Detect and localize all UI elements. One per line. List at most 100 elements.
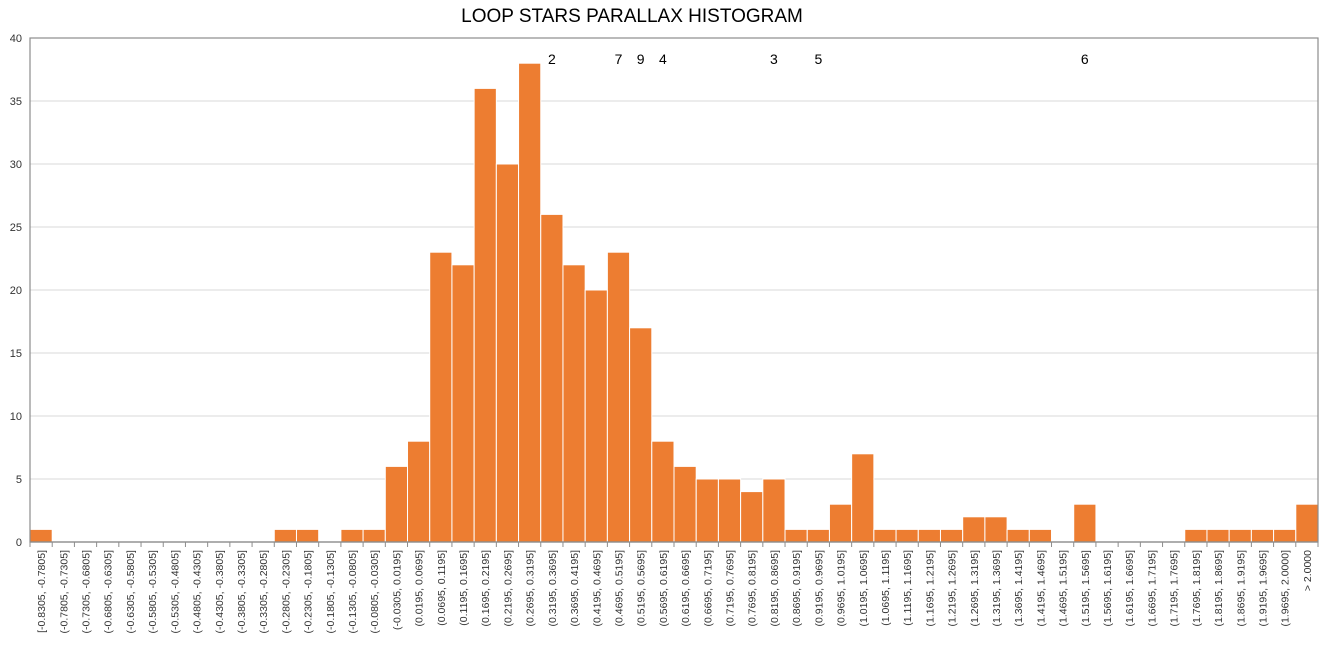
y-tick-label: 25 (10, 222, 22, 234)
x-tick-label: (-0.6305, -0.5805] (125, 550, 137, 634)
x-tick-label: (1.6195, 1.6695] (1124, 550, 1136, 627)
bar (407, 440, 431, 543)
x-tick-label: (1.1695, 1.2195] (924, 550, 936, 627)
y-tick-label: 5 (16, 474, 22, 486)
x-tick-label: (-0.0305, 0.0195] (391, 550, 403, 630)
x-tick-label: > 2.0000 (1302, 550, 1314, 591)
bar (362, 528, 386, 543)
bar (518, 62, 542, 543)
x-tick-label: (1.3695, 1.4195] (1013, 550, 1025, 627)
bar (784, 528, 808, 543)
annotation-label: 2 (548, 51, 556, 67)
x-tick-label: (1.9695, 2.0000] (1280, 550, 1292, 627)
x-tick-label: (0.6695, 0.7195] (702, 550, 714, 627)
bar (1273, 528, 1297, 543)
x-tick-label: (0.5695, 0.6195] (658, 550, 670, 627)
x-tick-label: (-0.5305, -0.4805] (169, 550, 181, 634)
x-tick-label: (1.4195, 1.4695] (1035, 550, 1047, 627)
bar (340, 528, 364, 543)
bar (562, 264, 586, 543)
bar (451, 264, 475, 543)
bar (828, 503, 853, 543)
x-tick-label: (0.0195, 0.0695] (414, 550, 426, 627)
bar (673, 465, 697, 543)
x-tick-label: (0.5195, 0.5695] (636, 550, 648, 627)
bar (29, 528, 53, 543)
bar (1206, 528, 1230, 543)
x-tick-label: (-0.4805, -0.4305] (192, 550, 204, 634)
bar (962, 516, 986, 543)
x-tick-label: (-0.1305, -0.0805] (347, 550, 359, 634)
bar (939, 528, 964, 543)
bar (606, 251, 631, 543)
x-tick-label: (0.7695, 0.8195] (747, 550, 759, 627)
bars (29, 62, 1319, 543)
bar (273, 528, 297, 543)
x-tick-label: (-0.1805, -0.1305] (325, 550, 337, 634)
bar (984, 516, 1008, 543)
x-tick-label: (-0.4305, -0.3805] (214, 550, 226, 634)
x-tick-label: (-0.7805, -0.7305] (58, 550, 70, 634)
bar (584, 289, 608, 543)
bar (629, 327, 653, 543)
x-tick-label: (0.4195, 0.4695] (591, 550, 603, 627)
x-tick-label: (1.3195, 1.3695] (991, 550, 1003, 627)
bar (540, 213, 564, 543)
x-tick-label: (-0.2805, -0.2305] (280, 550, 292, 634)
x-tick-label: (1.8195, 1.8695] (1213, 550, 1225, 627)
x-tick-label: (-0.0805, -0.0305] (369, 550, 381, 634)
annotation-label: 6 (1081, 51, 1089, 67)
x-tick-label: (0.6195, 0.6695] (680, 550, 692, 627)
bar (495, 163, 520, 543)
x-tick-label: (0.0695, 0.1195] (436, 550, 448, 626)
x-tick-label: (1.2195, 1.2695] (947, 550, 959, 627)
x-tick-label: (1.1195, 1.1695] (902, 550, 914, 626)
y-tick-label: 40 (10, 33, 22, 45)
x-tick-label: (1.8695, 1.9195] (1235, 550, 1247, 627)
x-tick-label: (0.1695, 0.2195] (480, 550, 492, 627)
y-tick-label: 10 (10, 411, 22, 423)
bar (1006, 528, 1030, 543)
x-tick-label: (1.4695, 1.5195] (1058, 550, 1070, 627)
x-tick-label: (0.2695, 0.3195] (525, 550, 537, 627)
bar (384, 465, 409, 543)
annotation-label: 7 (615, 51, 623, 67)
bar (895, 528, 919, 543)
bar (295, 528, 320, 543)
x-tick-label: (0.3695, 0.4195] (569, 550, 581, 627)
x-tick-label: (0.2195, 0.2695] (502, 550, 514, 627)
bar (917, 528, 941, 543)
y-tick-label: 15 (10, 348, 22, 360)
x-tick-label: (-0.3305, -0.2805] (258, 550, 270, 634)
chart-title: LOOP STARS PARALLAX HISTOGRAM (461, 6, 803, 27)
x-tick-label: (0.1195, 0.1695] (458, 550, 470, 626)
x-tick-label: (-0.6805, -0.6305] (103, 550, 115, 634)
x-tick-label: (1.0695, 1.1195] (880, 550, 892, 626)
x-tick-label: (1.0195, 1.0695] (858, 550, 870, 627)
x-tick-label: (-0.3805, -0.3305] (236, 550, 248, 634)
bar (806, 528, 830, 543)
bar (473, 87, 497, 543)
x-tick-label: (1.7695, 1.8195] (1191, 550, 1203, 627)
y-tick-label: 0 (16, 537, 22, 549)
annotation-label: 9 (637, 51, 645, 67)
x-tick-label: (1.5195, 1.5695] (1080, 550, 1092, 627)
gridlines (30, 100, 1318, 480)
y-tick-label: 20 (10, 285, 22, 297)
bar (1228, 528, 1252, 543)
y-tick-label: 30 (10, 159, 22, 171)
x-tick-label: (0.9195, 0.9695] (813, 550, 825, 627)
bar (429, 251, 453, 543)
bar (1073, 503, 1097, 543)
x-tick-label: (0.9695, 1.0195] (836, 550, 848, 627)
x-tick-label: (0.3195, 0.3695] (547, 550, 559, 627)
bar (1295, 503, 1319, 543)
x-tick-label: (-0.7305, -0.6805] (81, 550, 93, 634)
x-tick-label: (0.8695, 0.9195] (791, 550, 803, 627)
x-tick-label: (0.4695, 0.5195] (613, 550, 625, 627)
bar (1250, 528, 1275, 543)
